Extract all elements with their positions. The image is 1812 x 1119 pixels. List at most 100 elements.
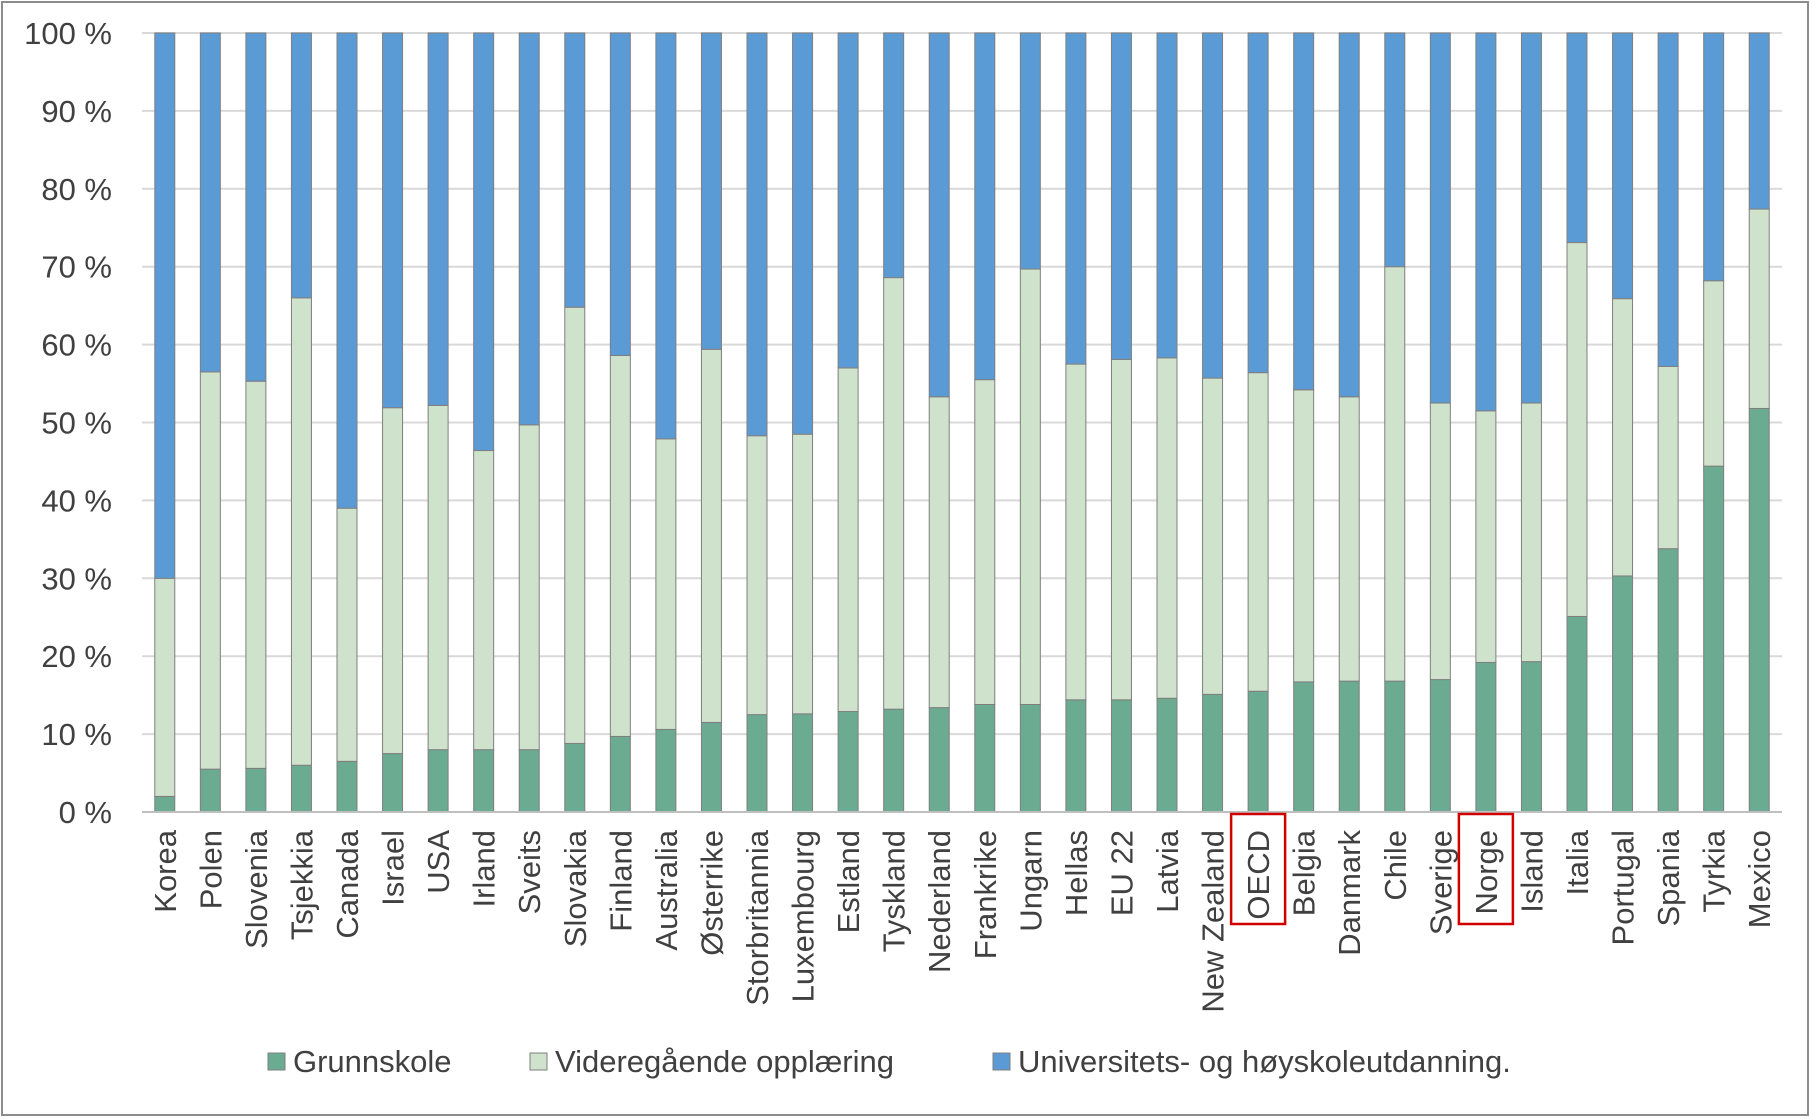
bar-segment bbox=[1293, 32, 1315, 391]
bar-segment bbox=[1156, 32, 1178, 359]
x-category-label: Italia bbox=[1560, 829, 1595, 895]
x-category-label: EU 22 bbox=[1104, 830, 1139, 916]
x-category-label: Østerrike bbox=[694, 830, 729, 956]
bar-segment bbox=[427, 32, 449, 406]
bar-segment bbox=[1748, 32, 1770, 210]
legend-swatch bbox=[992, 1052, 1011, 1071]
x-category-label: Spania bbox=[1651, 829, 1686, 926]
x-category-label: Estland bbox=[831, 830, 866, 933]
bar-segment bbox=[1566, 242, 1588, 617]
x-category-label: Portugal bbox=[1606, 830, 1641, 945]
x-category-label: Nederland bbox=[922, 830, 957, 973]
bar-segment bbox=[1202, 377, 1224, 695]
bar-segment bbox=[154, 795, 176, 813]
bar-segment bbox=[1657, 548, 1679, 813]
bar-segment bbox=[1475, 32, 1497, 412]
x-category-label: USA bbox=[421, 830, 456, 894]
y-tick-label: 60 % bbox=[41, 328, 112, 363]
bar-segment bbox=[427, 749, 449, 813]
bar-segment bbox=[564, 32, 586, 308]
bar-segment bbox=[427, 404, 449, 751]
bar-segment bbox=[700, 348, 722, 723]
bar-segment bbox=[518, 424, 540, 751]
bar-segment bbox=[1019, 703, 1041, 813]
bar-segment bbox=[792, 713, 814, 813]
bar-segment bbox=[473, 32, 495, 452]
legend-label: Universitets- og høyskoleutdanning. bbox=[1018, 1044, 1511, 1079]
y-tick-label: 80 % bbox=[41, 172, 112, 207]
bar-segment bbox=[1520, 32, 1542, 404]
bar-segment bbox=[382, 32, 404, 409]
bar-segment bbox=[290, 297, 312, 766]
bar-segment bbox=[609, 32, 631, 357]
x-category-label: Latvia bbox=[1150, 829, 1185, 912]
bar-segment bbox=[382, 407, 404, 755]
x-category-label: Island bbox=[1514, 830, 1549, 913]
x-category-label: Tsjekkia bbox=[284, 829, 319, 940]
bar-segment bbox=[1019, 268, 1041, 705]
bar-segment bbox=[974, 32, 996, 381]
x-category-label: Irland bbox=[467, 830, 502, 908]
bar-segment bbox=[473, 450, 495, 751]
bar-segment bbox=[199, 768, 221, 813]
bar-segment bbox=[1703, 280, 1725, 467]
bar-segment bbox=[792, 32, 814, 435]
bar-segment bbox=[336, 32, 358, 509]
bar-segment bbox=[837, 367, 859, 713]
x-category-label: Danmark bbox=[1332, 830, 1367, 956]
bar-segment bbox=[883, 708, 905, 813]
x-category-label: Sverige bbox=[1423, 830, 1458, 935]
bar-segment bbox=[245, 32, 267, 382]
bar-segment bbox=[1338, 396, 1360, 682]
bar-segment bbox=[564, 306, 586, 744]
bar-segment bbox=[1384, 32, 1406, 268]
bar-segment bbox=[1429, 679, 1451, 813]
x-category-label: Polen bbox=[193, 830, 228, 909]
bar-segment bbox=[473, 749, 495, 813]
bar-segment bbox=[1748, 407, 1770, 813]
bar-segment bbox=[1475, 410, 1497, 663]
x-category-label: Frankrike bbox=[968, 830, 1003, 959]
bar-segment bbox=[1156, 357, 1178, 699]
x-category-label: Hellas bbox=[1059, 830, 1094, 916]
bar-segment bbox=[837, 711, 859, 813]
bar-segment bbox=[746, 714, 768, 813]
bar-segment bbox=[1202, 32, 1224, 379]
bar-segment bbox=[609, 355, 631, 737]
bar-segment bbox=[382, 753, 404, 813]
bar-segment bbox=[1429, 402, 1451, 681]
y-tick-label: 30 % bbox=[41, 561, 112, 596]
bar-segment bbox=[245, 767, 267, 813]
y-tick-label: 70 % bbox=[41, 250, 112, 285]
x-category-label: New Zealand bbox=[1196, 830, 1231, 1013]
x-category-label: Canada bbox=[330, 829, 365, 938]
bar-segment bbox=[1247, 372, 1269, 692]
bar-segment bbox=[1338, 680, 1360, 813]
bar-segment bbox=[1156, 697, 1178, 813]
y-tick-label: 50 % bbox=[41, 406, 112, 441]
x-category-label: Norge bbox=[1469, 830, 1504, 914]
bar-segment bbox=[928, 396, 950, 709]
highlight-box bbox=[1229, 812, 1287, 926]
bar-segment bbox=[1429, 32, 1451, 404]
bar-segment bbox=[1110, 32, 1132, 360]
y-tick-label: 40 % bbox=[41, 483, 112, 518]
x-category-label: Tyskland bbox=[877, 830, 912, 952]
y-tick-label: 10 % bbox=[41, 717, 112, 752]
bar-segment bbox=[1065, 363, 1087, 701]
bar-segment bbox=[1612, 575, 1634, 813]
bar-segment bbox=[1475, 661, 1497, 813]
bar-segment bbox=[1384, 266, 1406, 682]
bar-segment bbox=[245, 380, 267, 769]
legend-swatch bbox=[529, 1052, 548, 1071]
bar-segment bbox=[792, 433, 814, 715]
bar-segment bbox=[1384, 680, 1406, 813]
bar-segment bbox=[1566, 32, 1588, 244]
bar-segment bbox=[199, 32, 221, 373]
bar-segment bbox=[1065, 32, 1087, 365]
x-category-label: Mexico bbox=[1742, 830, 1777, 928]
bar-segment bbox=[336, 507, 358, 762]
bar-segment bbox=[1110, 358, 1132, 701]
bar-segment bbox=[974, 703, 996, 813]
